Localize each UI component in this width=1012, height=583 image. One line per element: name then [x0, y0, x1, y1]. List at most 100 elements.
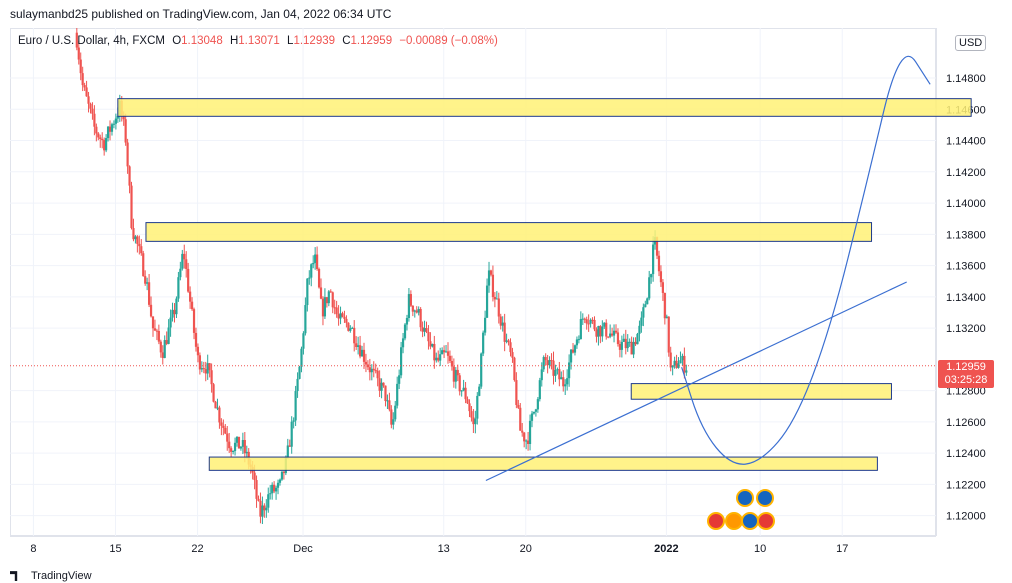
candle-body: [362, 349, 366, 362]
time-axis[interactable]: [10, 536, 936, 559]
price-axis[interactable]: [936, 28, 1007, 536]
currency-button[interactable]: USD: [955, 35, 987, 51]
candle-body: [253, 472, 256, 481]
candle-body: [607, 336, 610, 338]
candle-body: [646, 298, 649, 305]
candle-body: [630, 341, 633, 355]
candle-body: [569, 349, 573, 363]
candle-body: [419, 308, 422, 328]
candle-body: [167, 327, 170, 344]
candle-body: [206, 363, 209, 374]
candle-body: [382, 382, 385, 386]
candle-body: [267, 494, 270, 508]
candle-body: [106, 126, 110, 139]
candle-body: [542, 357, 545, 370]
candle-body: [237, 436, 241, 449]
candle-body: [585, 319, 588, 324]
candle-body: [466, 399, 469, 404]
candle-body: [560, 377, 563, 380]
candle-body: [165, 340, 168, 344]
candle-body: [128, 166, 131, 186]
candle-body: [548, 360, 551, 366]
candle-body: [161, 352, 164, 358]
candle-body: [423, 328, 426, 332]
tradingview-footer[interactable]: TradingView: [10, 570, 92, 582]
candle-body: [345, 318, 348, 323]
candle-body: [380, 382, 383, 391]
candle-body: [257, 498, 260, 501]
candle-body: [526, 440, 530, 444]
last-price-value: 1.12959: [946, 361, 986, 373]
candle-body: [319, 287, 323, 299]
support-resistance-zone: [208, 456, 878, 471]
candle-body: [433, 343, 436, 361]
candle-body: [581, 318, 584, 320]
tradingview-logo-icon: [10, 571, 18, 582]
candle-body: [632, 341, 635, 355]
candle-body: [101, 139, 104, 141]
candle-body: [659, 271, 663, 283]
candle-body: [312, 262, 315, 265]
candle-body: [661, 282, 664, 293]
candle-body: [675, 360, 678, 368]
candle-body: [196, 346, 200, 356]
price-tick-label: 1.14400: [946, 136, 986, 148]
candle-body: [226, 433, 229, 442]
candle-body: [220, 422, 223, 426]
candle-body: [474, 418, 477, 425]
candle-body: [351, 327, 354, 329]
price-tick-label: 1.13200: [946, 323, 986, 335]
candle-body: [314, 254, 317, 263]
candle-body: [288, 445, 291, 447]
candle-body: [491, 274, 495, 297]
candle-body: [169, 317, 172, 328]
candle-body: [146, 282, 149, 284]
candle-body: [597, 326, 600, 337]
us-flag-icon: [707, 512, 725, 530]
candle-body: [323, 297, 327, 317]
candle-body: [394, 405, 397, 420]
candle-body: [126, 142, 129, 167]
candle-body: [487, 270, 491, 286]
candle-body: [507, 340, 510, 343]
candle-body: [292, 420, 295, 422]
us-flag-icon: [725, 512, 743, 530]
candle-body: [495, 298, 498, 300]
candle-body: [476, 395, 479, 419]
candle-body: [685, 370, 688, 373]
candle-body: [179, 268, 182, 278]
time-tick-label: 22: [191, 543, 203, 555]
candle-body: [439, 354, 442, 361]
candle-body: [142, 253, 145, 277]
candle-body: [200, 368, 203, 370]
eu-flag-icon: [741, 512, 759, 530]
projection-curve: [681, 55, 931, 465]
candle-body: [478, 386, 481, 396]
candlestick-chart[interactable]: 1.148001.146001.144001.142001.140001.138…: [0, 28, 1006, 558]
candle-body: [663, 292, 666, 319]
candle-body: [568, 362, 571, 379]
candle-body: [573, 345, 577, 353]
candle-body: [493, 296, 496, 300]
candle-body: [243, 440, 246, 454]
close-key: C: [342, 35, 351, 47]
candle-body: [103, 140, 106, 151]
countdown-value: 03:25:28: [944, 374, 988, 386]
time-tick-label: 20: [520, 543, 532, 555]
candle-body: [521, 430, 524, 433]
candle-body: [149, 304, 153, 317]
candle-body: [415, 310, 418, 313]
candle-body: [376, 370, 379, 379]
candle-body: [413, 310, 416, 312]
candle-body: [442, 350, 446, 353]
candle-body: [464, 387, 467, 400]
candle-body: [472, 417, 475, 425]
time-tick-label: 2022: [654, 543, 678, 555]
candle-body: [347, 322, 350, 331]
candle-body: [405, 318, 409, 325]
candle-body: [384, 385, 387, 401]
candle-body: [185, 259, 188, 269]
candle-body: [530, 413, 534, 421]
candle-body: [245, 451, 248, 454]
candle-body: [444, 351, 448, 353]
